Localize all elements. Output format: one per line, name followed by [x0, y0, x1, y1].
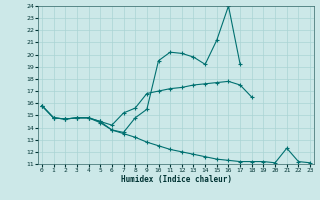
X-axis label: Humidex (Indice chaleur): Humidex (Indice chaleur)	[121, 175, 231, 184]
